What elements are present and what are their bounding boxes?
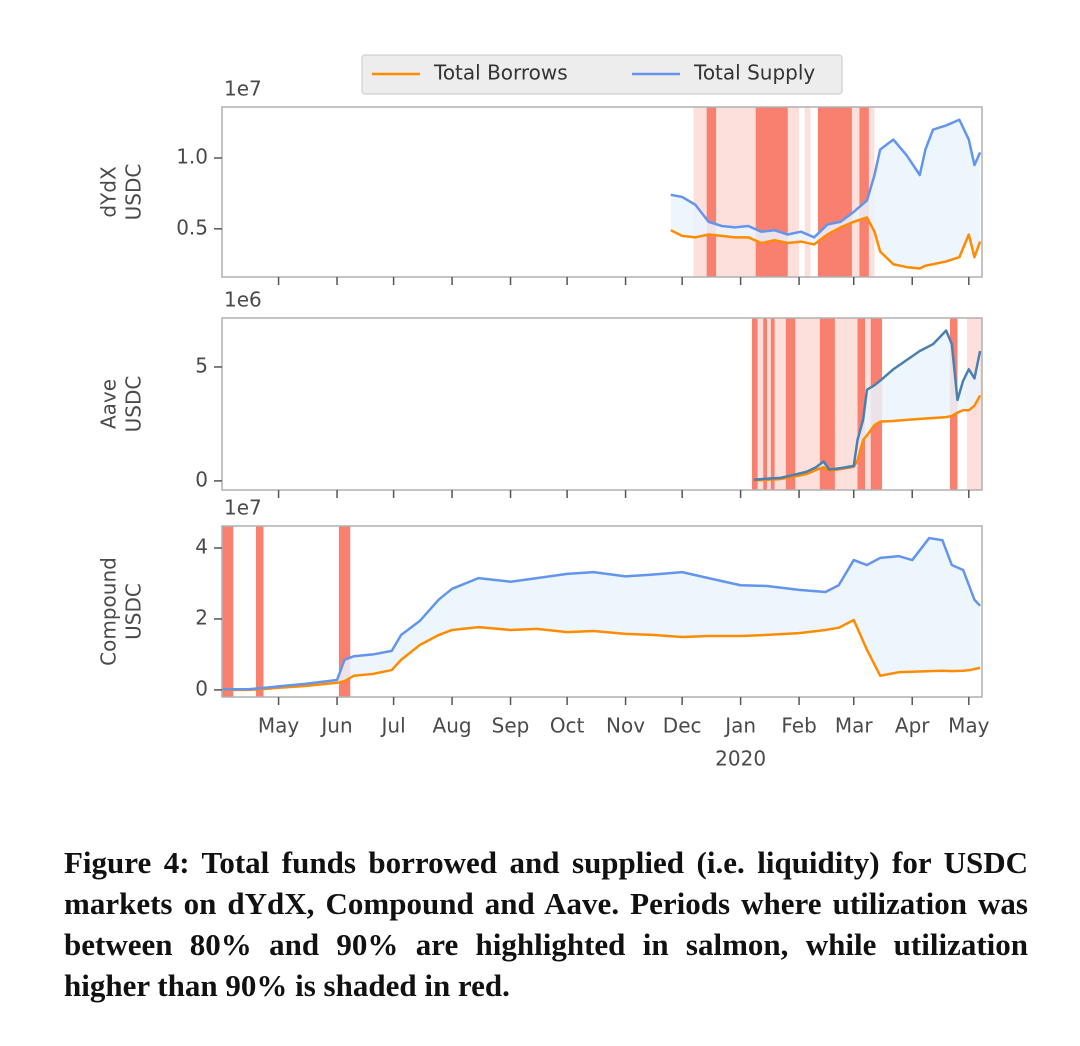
series-line <box>222 536 982 691</box>
offset-label: 1e6 <box>224 288 262 312</box>
y-axis-label: USDC <box>122 376 146 433</box>
highlight-span <box>338 526 351 697</box>
y-axis-label: USDC <box>122 164 146 221</box>
series-line <box>753 329 982 481</box>
y-axis-label: Aave <box>97 379 121 429</box>
x-tick-label: Sep <box>492 714 530 738</box>
x-tick-label: Jun <box>319 714 352 738</box>
fill-between <box>670 119 981 269</box>
y-tick-label: 1.0 <box>176 145 208 169</box>
highlight-span <box>755 107 788 277</box>
highlight-span <box>255 526 264 697</box>
highlight-span <box>804 107 811 277</box>
x-tick-label: Jul <box>380 714 406 738</box>
fill-between <box>222 538 981 690</box>
offset-label: 1e7 <box>224 496 262 520</box>
y-tick-label: 5 <box>195 353 208 377</box>
y-axis-label: dYdX <box>97 166 121 218</box>
series-line <box>670 216 982 270</box>
highlight-span <box>763 318 768 490</box>
x-tick-label: May <box>258 714 300 738</box>
series-line <box>670 118 982 239</box>
legend-box <box>361 54 843 95</box>
legend-label: Total Supply <box>693 61 815 85</box>
highlight-span <box>770 318 775 490</box>
x-tick-label: Nov <box>606 714 645 738</box>
highlight-span <box>706 107 717 277</box>
x-tick-label: May <box>948 714 990 738</box>
axes-frame <box>221 525 983 698</box>
highlight-span <box>857 318 866 490</box>
x-tick-label: Feb <box>781 714 816 738</box>
fill-between <box>753 330 981 481</box>
axes-frame <box>221 317 983 491</box>
x-tick-label: Jan <box>723 714 756 738</box>
x-tick-label: Dec <box>663 714 702 738</box>
highlight-span <box>859 107 869 277</box>
highlight-span <box>819 318 835 490</box>
legend-label: Total Borrows <box>433 61 568 85</box>
y-tick-label: 2 <box>195 605 208 629</box>
y-axis-label: Compound <box>97 557 121 666</box>
y-tick-label: 4 <box>195 534 208 558</box>
highlight-span <box>817 107 852 277</box>
caption: Figure 4: Total funds borrowed and suppl… <box>64 845 1028 1003</box>
x-tick-label: Mar <box>835 714 874 738</box>
axes-frame <box>221 106 983 278</box>
x-year-label: 2020 <box>715 747 766 771</box>
series-line <box>753 394 982 482</box>
y-tick-label: 0 <box>195 467 208 491</box>
highlight-span <box>222 526 234 697</box>
highlight-span <box>751 318 758 490</box>
y-tick-label: 0 <box>195 676 208 700</box>
x-tick-label: Aug <box>433 714 472 738</box>
x-tick-label: Apr <box>895 714 930 738</box>
x-tick-label: Oct <box>550 714 585 738</box>
offset-label: 1e7 <box>224 77 262 101</box>
highlight-span <box>785 318 796 490</box>
series-line <box>222 618 981 692</box>
y-axis-label: USDC <box>122 583 146 640</box>
y-tick-label: 0.5 <box>176 215 208 239</box>
